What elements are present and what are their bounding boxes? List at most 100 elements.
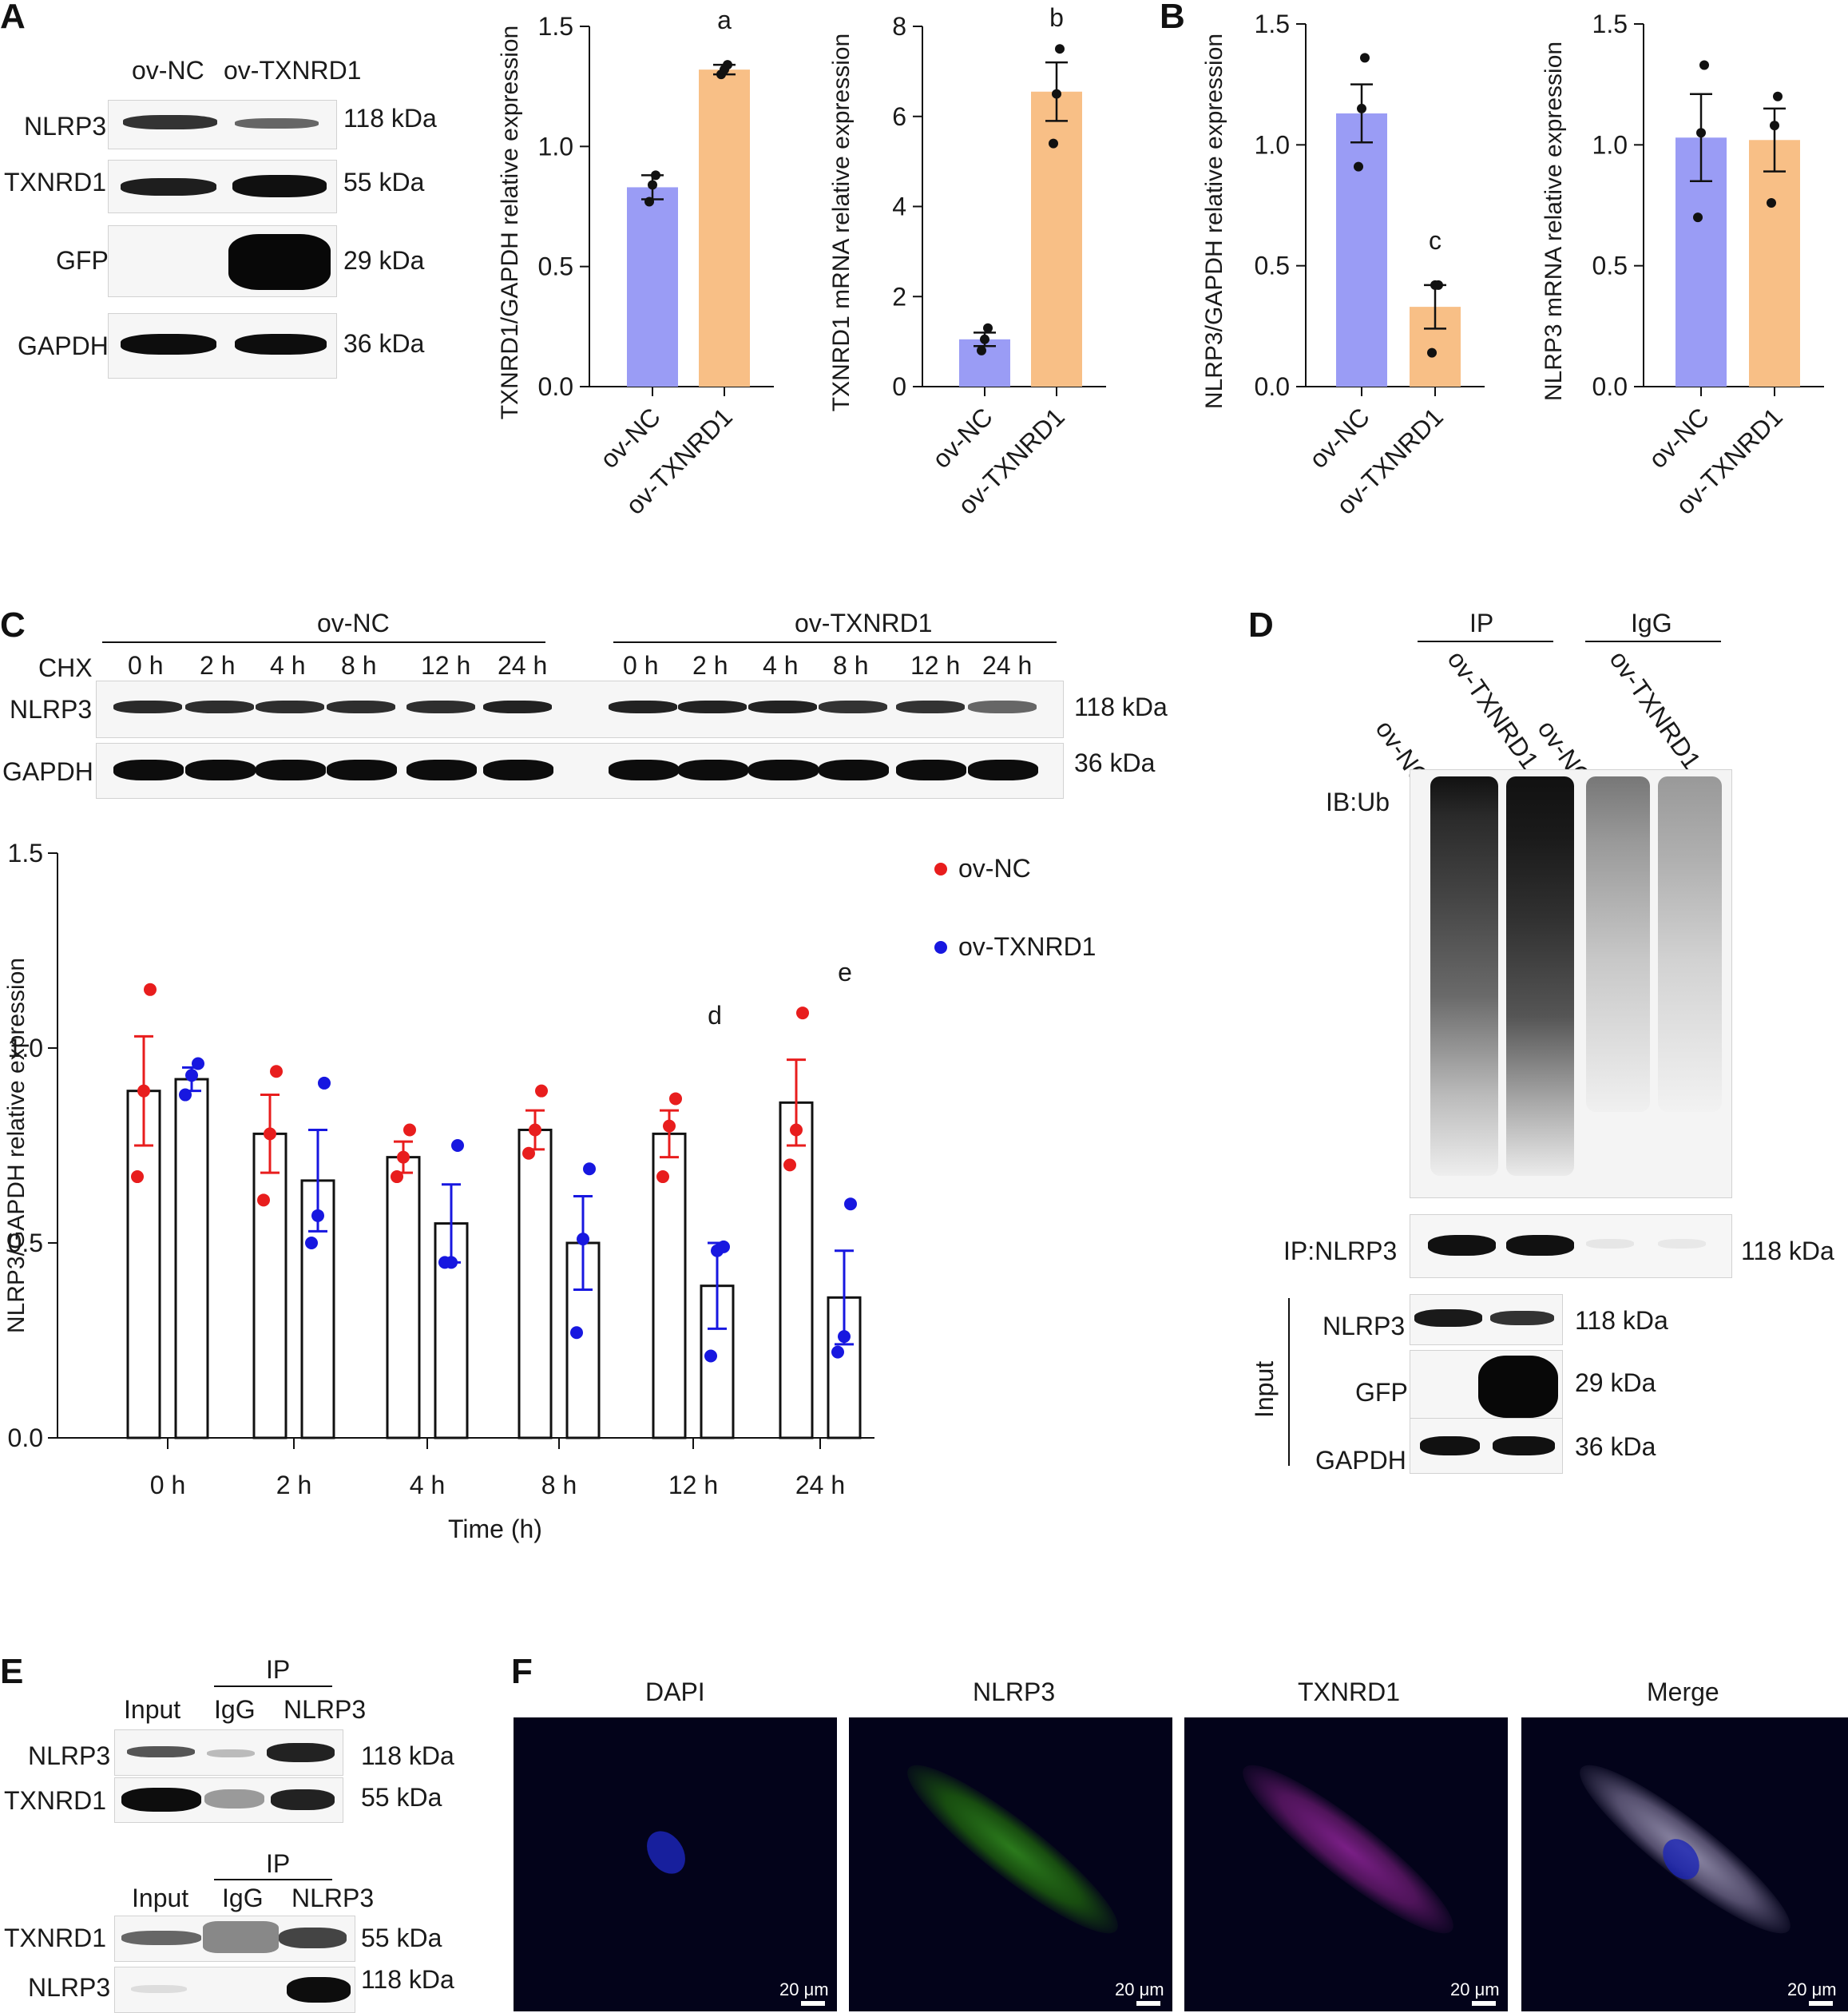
data-point — [391, 1170, 403, 1184]
data-point — [1354, 161, 1363, 172]
panel-label-b: B — [1160, 0, 1185, 36]
blot-a-row-size: 36 kDa — [343, 329, 425, 358]
panel-label-a: A — [0, 0, 26, 36]
panel-label-e: E — [0, 1652, 24, 1691]
data-point — [717, 1240, 730, 1253]
blot-e-lane: NLRP3 — [284, 1695, 367, 1724]
data-point — [1427, 347, 1437, 358]
blot-e-ip-header: IP — [266, 1655, 291, 1684]
y-tick-label: 0.5 — [1592, 252, 1628, 280]
data-point — [1773, 91, 1783, 101]
data-point — [1052, 89, 1061, 99]
bar — [627, 187, 678, 387]
data-point — [445, 1256, 458, 1269]
blot-e-row-size: 118 kDa — [361, 1965, 454, 1994]
data-point — [644, 197, 654, 207]
y-tick-label: 0.5 — [538, 252, 573, 281]
y-tick-label: 0.0 — [538, 372, 573, 401]
data-point — [796, 1007, 809, 1020]
significance-label: a — [717, 6, 732, 34]
blot-e-row-size: 118 kDa — [361, 1741, 454, 1770]
data-point — [1360, 53, 1370, 63]
data-point — [663, 1119, 676, 1133]
x-tick-label: 4 h — [410, 1471, 445, 1499]
panel-f-title: TXNRD1 — [1298, 1678, 1401, 1706]
y-axis-label: NLRP3/GAPDH relative expression — [3, 958, 30, 1333]
x-tick-label: 12 h — [668, 1471, 718, 1499]
blot-a-row-size: 55 kDa — [343, 168, 425, 197]
blot-c-time-label: 12 h — [421, 651, 471, 680]
blot-d-input-gapdh — [1410, 1418, 1563, 1474]
data-point — [651, 170, 660, 181]
blot-e-lane: Input — [124, 1695, 181, 1724]
data-point — [318, 1076, 331, 1090]
data-point — [583, 1162, 596, 1176]
y-tick-label: 8 — [892, 12, 906, 41]
blot-a-row-label: GFP — [56, 246, 109, 275]
blot-c-cond-nc: ov-NC — [317, 609, 390, 637]
data-point — [144, 983, 157, 996]
y-tick-label: 0.0 — [1255, 372, 1290, 401]
y-tick-label: 6 — [892, 102, 906, 131]
blot-a-lane-tx: ov-TXNRD1 — [224, 56, 362, 85]
data-point — [1693, 212, 1703, 223]
blot-a-row-label: NLRP3 — [24, 112, 107, 141]
blot-e-lane: IgG — [214, 1695, 256, 1724]
blot-a-lane-nc: ov-NC — [132, 56, 204, 85]
bar — [1031, 91, 1082, 387]
blot-d-ip-row-label: IP:NLRP3 — [1283, 1237, 1398, 1265]
data-point — [305, 1237, 318, 1249]
data-point — [1699, 60, 1709, 70]
y-tick-label: 1.0 — [538, 132, 573, 161]
panel-f-title: NLRP3 — [973, 1678, 1056, 1706]
data-point — [535, 1084, 548, 1098]
y-tick-label: 2 — [892, 282, 906, 311]
blot-a-row-size: 118 kDa — [343, 104, 437, 133]
blot-e-row-label: NLRP3 — [28, 1973, 111, 2002]
data-point — [1696, 128, 1706, 138]
blot-d-input-row-label: GAPDH — [1315, 1446, 1406, 1475]
x-tick-label: ov-NC — [594, 402, 666, 474]
x-tick-label: 0 h — [150, 1471, 185, 1499]
panel-label-c: C — [0, 605, 26, 645]
blot-d-smear — [1410, 769, 1732, 1198]
x-tick-label: ov-NC — [926, 402, 998, 474]
data-point — [270, 1065, 283, 1078]
data-point — [529, 1123, 541, 1137]
data-point — [1049, 138, 1058, 149]
x-tick-label: ov-NC — [1303, 402, 1375, 474]
data-point — [257, 1193, 270, 1207]
data-point — [185, 1069, 198, 1082]
blot-d-ip-strip — [1410, 1214, 1732, 1278]
panel-label-d: D — [1248, 605, 1274, 645]
data-point — [137, 1084, 150, 1098]
x-tick-label: 8 h — [541, 1471, 577, 1499]
data-point — [451, 1139, 464, 1152]
blot-d-input-gfp — [1410, 1350, 1563, 1425]
blot-e-lane: NLRP3 — [291, 1884, 375, 1912]
data-point — [669, 1092, 682, 1106]
blot-c-strip-nlrp3 — [96, 681, 1064, 738]
significance-label: b — [1049, 3, 1064, 32]
significance-label: c — [1429, 226, 1442, 255]
y-axis-label: NLRP3 mRNA relative expression — [1541, 42, 1567, 401]
data-point — [1770, 121, 1779, 131]
y-axis-label: TXNRD1/GAPDH relative expression — [497, 26, 523, 420]
blot-a-row-label: GAPDH — [18, 332, 109, 360]
blot-c-time-label: 12 h — [910, 651, 961, 680]
blot-e-row-label: NLRP3 — [28, 1741, 111, 1770]
nlrp3-image: 20 μm — [849, 1717, 1172, 2011]
bar — [699, 69, 750, 387]
y-tick-label: 1.0 — [1255, 130, 1290, 159]
blot-d-input-row-size: 118 kDa — [1575, 1306, 1668, 1335]
blot-c-treatment: CHX — [38, 653, 93, 682]
y-tick-label: 0.5 — [1255, 252, 1290, 280]
blot-a-strip-nlrp3 — [108, 100, 337, 149]
data-point — [311, 1209, 324, 1222]
y-axis-label: TXNRD1 mRNA relative expression — [828, 34, 855, 411]
y-axis-label: NLRP3/GAPDH relative expression — [1201, 34, 1227, 409]
y-tick-label: 1.0 — [1592, 130, 1628, 159]
data-point — [577, 1233, 589, 1246]
blot-c-time-label: 8 h — [833, 651, 869, 680]
data-point — [648, 180, 657, 190]
